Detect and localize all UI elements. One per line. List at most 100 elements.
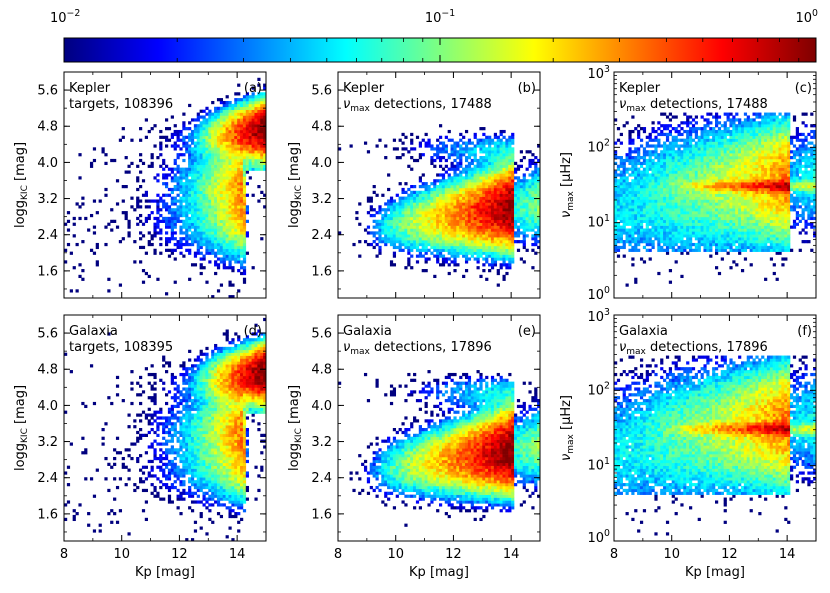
heatmap-cell [637, 132, 641, 137]
heatmap-cell [173, 280, 177, 284]
heatmap-cell [127, 231, 131, 235]
heatmap-cell [415, 199, 420, 203]
heatmap-cell [614, 150, 618, 154]
heatmap-cell [182, 231, 186, 235]
heatmap-cell [69, 289, 73, 293]
heatmap-cell [464, 234, 469, 238]
heatmap-cell [392, 254, 397, 258]
heatmap-cell [202, 234, 206, 238]
heatmap-cell [156, 277, 160, 281]
heatmap-cell [645, 248, 649, 252]
heatmap-cell [188, 237, 192, 241]
heatmap-cell [689, 115, 693, 119]
heatmap-cell [193, 202, 198, 206]
heatmap-cell [631, 228, 635, 232]
y-tick-label: 5.6 [311, 84, 332, 99]
heatmap-cell [467, 138, 472, 142]
heatmap-cell [222, 211, 226, 215]
heatmap-cell [689, 222, 693, 226]
heatmap-cell [660, 202, 664, 206]
heatmap-cell [689, 199, 693, 203]
heatmap-cell [222, 176, 226, 180]
heatmap-cell [447, 251, 451, 255]
heatmap-cell [441, 187, 446, 192]
heatmap-cell [505, 219, 509, 223]
heatmap-cell [248, 176, 252, 180]
heatmap-cell [245, 112, 249, 116]
heatmap-cell [660, 167, 664, 171]
heatmap-cell [485, 161, 489, 166]
heatmap-cell [436, 254, 440, 258]
heatmap-cell [176, 138, 180, 142]
heatmap-cell [482, 202, 486, 206]
heatmap-cell [456, 219, 460, 223]
heatmap-cell [410, 202, 414, 206]
heatmap-cell [439, 240, 443, 244]
heatmap-cell [199, 245, 203, 250]
heatmap-cell [499, 182, 503, 186]
heatmap-cell [208, 190, 212, 194]
heatmap-cell [441, 240, 446, 244]
heatmap-cell [225, 211, 229, 215]
heatmap-cell [668, 185, 673, 189]
heatmap-cell [508, 179, 512, 183]
heatmap-cell [703, 199, 707, 203]
heatmap-cell [488, 225, 492, 229]
heatmap-cell [657, 193, 661, 197]
heatmap-cell [240, 202, 244, 206]
heatmap-cell [645, 153, 649, 157]
heatmap-cell [648, 161, 652, 166]
heatmap-cell [614, 156, 618, 160]
heatmap-cell [424, 242, 428, 247]
heatmap-cell [677, 231, 681, 235]
heatmap-cell [179, 185, 183, 189]
heatmap-cell [464, 213, 469, 218]
heatmap-cell [228, 135, 232, 139]
heatmap-cell [706, 156, 710, 160]
heatmap-cell [525, 222, 529, 226]
heatmap-cell [505, 257, 509, 261]
heatmap-cell [222, 196, 226, 200]
heatmap-cell [674, 216, 678, 221]
heatmap-cell [447, 245, 451, 250]
heatmap-cell [251, 153, 255, 157]
heatmap-cell [176, 167, 180, 171]
heatmap-cell [456, 251, 460, 255]
heatmap-cell [231, 109, 235, 113]
heatmap-cell [660, 234, 664, 238]
heatmap-cell [182, 138, 186, 142]
heatmap-cell [418, 231, 422, 235]
heatmap-cell [413, 231, 417, 235]
heatmap-cell [464, 141, 469, 145]
heatmap-cell [694, 156, 698, 160]
heatmap-cell [231, 150, 235, 154]
heatmap-cell [470, 176, 474, 180]
heatmap-cell [193, 147, 198, 151]
heatmap-cell [519, 164, 523, 168]
heatmap-cell [537, 190, 541, 194]
heatmap-cell [668, 176, 673, 180]
heatmap-cell [677, 219, 681, 223]
heatmap-cell [493, 190, 498, 194]
heatmap-cell [511, 248, 515, 252]
heatmap-cell [188, 185, 192, 189]
heatmap-cell [622, 164, 626, 168]
heatmap-cell [628, 205, 632, 209]
heatmap-cell [173, 199, 177, 203]
heatmap-cell [170, 199, 174, 203]
heatmap-cell [479, 167, 483, 171]
heatmap-cell [459, 161, 463, 166]
heatmap-cell [196, 124, 200, 128]
heatmap-cell [631, 193, 635, 197]
heatmap-cell [179, 237, 183, 241]
heatmap-cell [190, 231, 195, 235]
heatmap-cell [706, 202, 710, 206]
heatmap-cell [225, 185, 229, 189]
heatmap-cell [196, 237, 200, 241]
heatmap-cell [689, 202, 693, 206]
heatmap-cell [421, 228, 425, 232]
heatmap-cell [205, 153, 209, 157]
heatmap-cell [499, 176, 503, 180]
heatmap-cell [188, 127, 192, 131]
heatmap-cell [691, 129, 696, 134]
